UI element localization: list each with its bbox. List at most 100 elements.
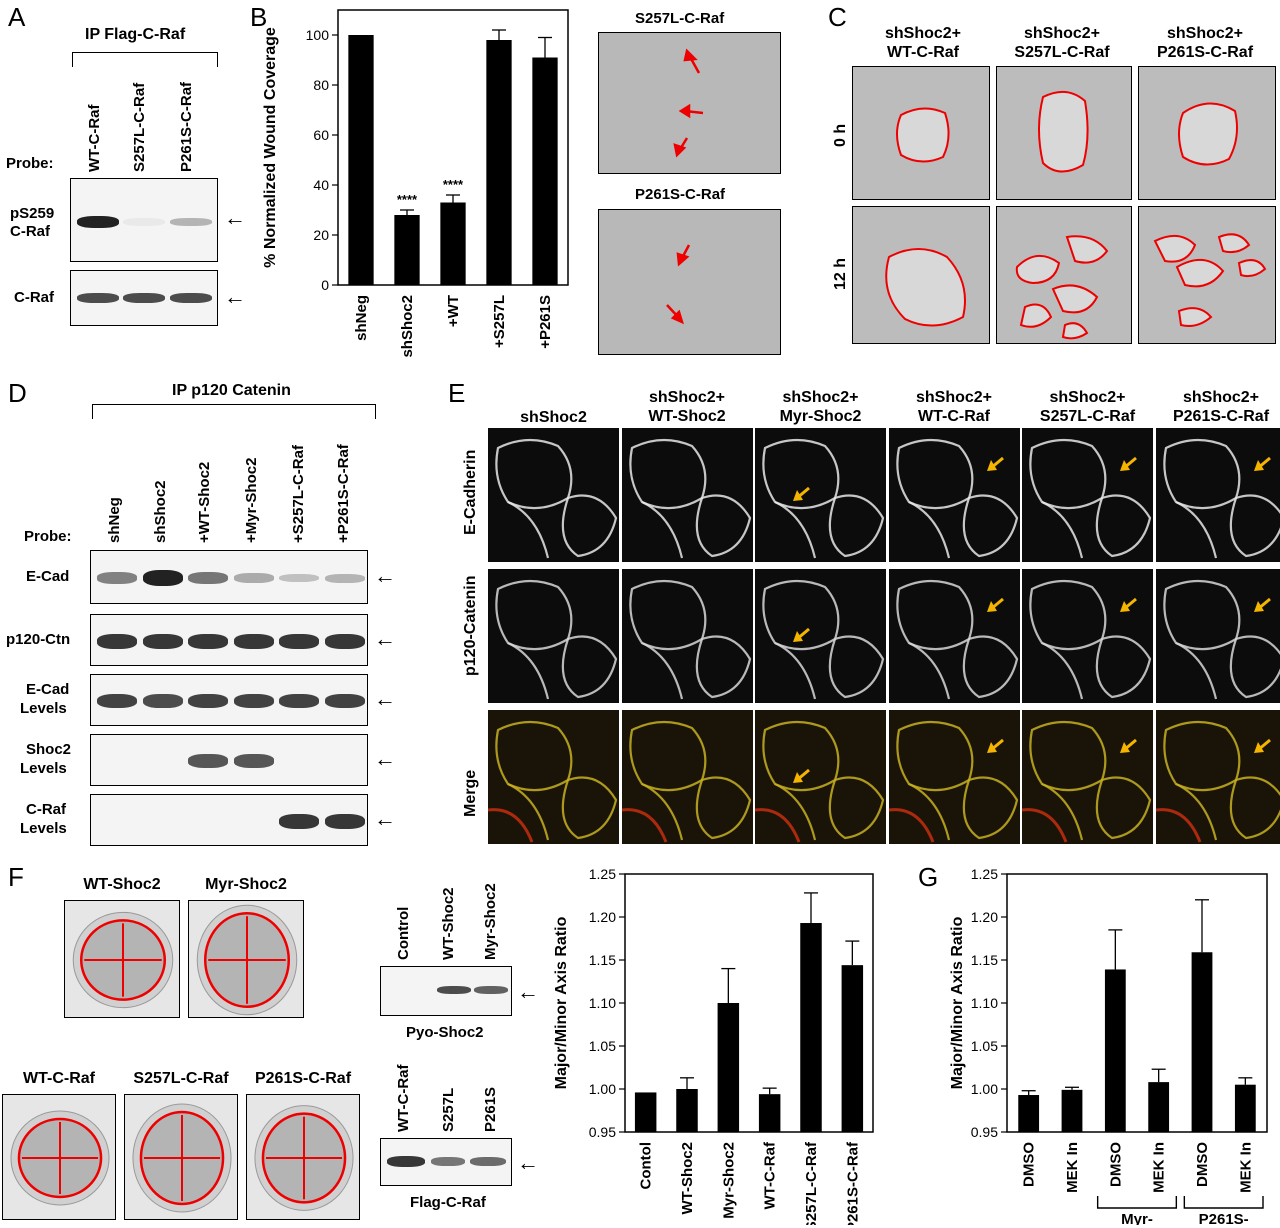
lane-label-d-5: +S257L-C-Raf: [290, 445, 307, 543]
row-label-e-2: p120-Catenin: [462, 575, 479, 676]
y-tick-label: 20: [313, 227, 329, 243]
blot-caption-f-1: Pyo-Shoc2: [406, 1024, 484, 1041]
blot-d-row-2: [90, 614, 368, 666]
bar: [1191, 952, 1213, 1132]
band: [474, 986, 508, 994]
band: [324, 693, 365, 709]
y-axis-label: Major/Minor Axis Ratio: [553, 916, 570, 1089]
lane-label-d-2: shShoc2: [152, 480, 169, 543]
x-tick-label: +S257L: [491, 295, 508, 348]
fluorescence-image: [1022, 710, 1153, 844]
fluorescence-image: [1155, 569, 1280, 703]
panel-label-g: G: [918, 862, 939, 892]
x-tick-label: Contol: [638, 1142, 655, 1189]
band: [324, 813, 365, 829]
y-tick-label: 80: [313, 77, 329, 93]
row-label-a-2: C-Raf: [14, 289, 54, 306]
row-label-d-5b: Levels: [20, 820, 67, 837]
yellow-arrow-icon: [1253, 597, 1271, 612]
embryo-label: WT-C-Raf: [23, 1070, 95, 1087]
y-tick-label: 1.25: [971, 866, 998, 882]
x-tick-label: WT-C-Raf: [762, 1141, 779, 1209]
row-label-d-3a: E-Cad: [26, 681, 70, 698]
band: [77, 216, 119, 228]
red-arrows: [666, 244, 691, 325]
bar: [532, 57, 558, 285]
bar: [486, 40, 512, 285]
chart-b: 0 20 40 60 80 100 shNeg **** shShoc2 **** +WT +S257…: [262, 9, 569, 358]
row-label-d-1: E-Cad: [26, 568, 70, 585]
blot-f-pyo-shoc2: [380, 966, 512, 1016]
y-tick-label: 0.95: [589, 1124, 616, 1140]
blot-d-row-3: [90, 674, 368, 726]
blot-d-row-4: [90, 734, 368, 786]
yellow-arrow-icon: [1253, 456, 1271, 471]
column-label-c-1: shShoc2+ WT-C-Raf: [884, 25, 962, 61]
bar: [394, 215, 420, 285]
band: [324, 573, 365, 583]
band: [97, 633, 137, 649]
micrograph-p261s: [598, 209, 781, 355]
ip-bracket-a: [72, 52, 218, 67]
band: [233, 573, 274, 583]
x-tick-label: DMSO: [1194, 1142, 1211, 1187]
y-tick-label: 0: [321, 277, 329, 293]
row-label-c-1: 0 h: [832, 123, 849, 147]
band: [279, 573, 319, 583]
x-tick-label: shNeg: [353, 295, 370, 341]
x-tick-label: MEK In: [1064, 1142, 1081, 1193]
x-tick-label: MEK In: [1237, 1142, 1254, 1193]
yellow-arrow-icon: [793, 486, 810, 501]
lane-label-f-b2-3: P261S: [482, 1086, 499, 1132]
y-tick-label: 40: [313, 177, 329, 193]
band: [324, 633, 365, 649]
column-label-c-2: shShoc2+ S257L-C-Raf: [1014, 25, 1110, 61]
band: [279, 813, 319, 829]
yellow-arrow-icon: [986, 456, 1004, 471]
blot-d-row-1: [90, 550, 368, 604]
band: [188, 693, 228, 709]
band: [123, 218, 165, 226]
ip-label-a: IP Flag-C-Raf: [85, 26, 186, 43]
significance-label: ****: [397, 192, 418, 207]
band: [188, 572, 228, 584]
micrograph-c-wt-0h: [852, 66, 990, 200]
image-label-b-1: S257L-C-Raf: [635, 10, 725, 27]
embryo-image: [124, 1094, 238, 1220]
yellow-arrow-icon: [986, 738, 1004, 753]
band: [97, 693, 137, 709]
row-label-d-5a: C-Raf: [26, 801, 66, 818]
row-label-d-3b: Levels: [20, 700, 67, 717]
micrograph-c-s257l-0h: [996, 66, 1132, 200]
fluorescence-image: [755, 428, 886, 562]
fluorescence-image: [1022, 428, 1153, 562]
y-tick-label: 1.20: [589, 909, 616, 925]
x-tick-label: Myr-Shoc2: [720, 1142, 737, 1219]
chart-g: 0.95 1.00 1.05 1.10 1.15 1.20 1.25 DMSO MEK In DM…: [949, 866, 1268, 1225]
column-label-e-2: shShoc2+ WT-Shoc2: [648, 389, 726, 425]
panel-label-c: C: [828, 2, 847, 32]
bar: [717, 1003, 740, 1132]
embryo-label: S257L-C-Raf: [133, 1070, 229, 1087]
y-tick-label: 1.05: [971, 1038, 998, 1054]
lane-label-f-b1-1: Control: [395, 906, 412, 960]
y-tick-label: 1.15: [589, 952, 616, 968]
y-tick-label: 1.20: [971, 909, 998, 925]
embryo-image: [246, 1094, 360, 1220]
x-tick-label: +WT: [445, 295, 462, 327]
blot-f-flag-craf: [380, 1138, 512, 1186]
lane-label-d-4: +Myr-Shoc2: [243, 457, 260, 543]
column-label-e-5: shShoc2+ S257L-C-Raf: [1039, 389, 1136, 425]
x-tick-label: P261S-C-Raf: [844, 1141, 861, 1225]
column-label-e-3: shShoc2+ Myr-Shoc2: [779, 389, 862, 425]
fluorescence-image: [488, 710, 619, 844]
band: [188, 754, 228, 768]
yellow-arrow-icon: [1253, 738, 1271, 753]
panel-label-f: F: [8, 862, 24, 892]
y-tick-label: 1.00: [971, 1081, 998, 1097]
band: [470, 1157, 506, 1166]
band: [142, 570, 183, 586]
arrow-icon: ←: [374, 563, 396, 588]
band: [233, 693, 274, 709]
micrograph-c-p261s-12h: [1138, 206, 1276, 344]
